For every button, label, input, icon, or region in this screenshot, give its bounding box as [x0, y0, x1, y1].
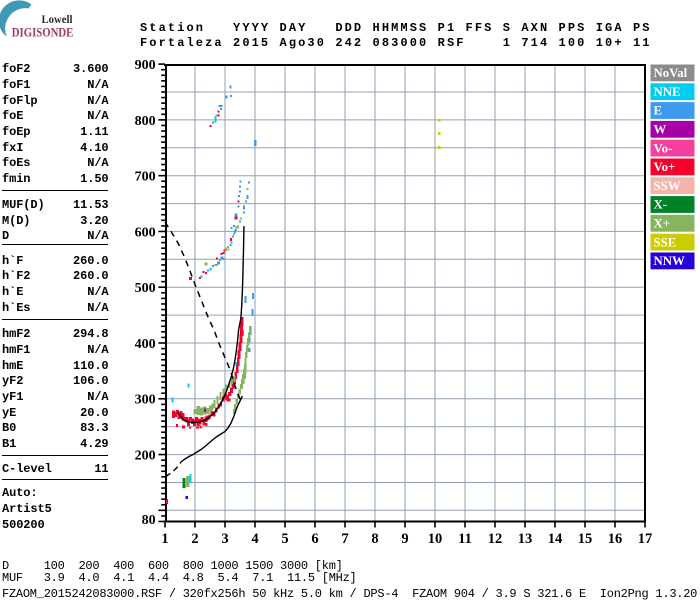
svg-text:9: 9 [401, 531, 408, 547]
svg-text:600: 600 [135, 225, 156, 240]
svg-text:700: 700 [135, 170, 156, 185]
svg-text:500: 500 [135, 281, 156, 296]
svg-text:13: 13 [518, 531, 533, 547]
svg-text:3: 3 [221, 531, 228, 547]
svg-text:900: 900 [135, 58, 156, 73]
svg-text:10: 10 [428, 531, 443, 547]
svg-text:NNW: NNW [654, 254, 685, 268]
svg-text:80: 80 [142, 513, 156, 528]
svg-text:5: 5 [281, 531, 288, 547]
svg-text:2: 2 [191, 531, 198, 547]
svg-text:NNE: NNE [654, 85, 681, 99]
svg-text:Vo-: Vo- [654, 141, 673, 155]
svg-text:11: 11 [458, 531, 472, 547]
svg-text:16: 16 [608, 531, 623, 547]
svg-text:17: 17 [638, 531, 653, 547]
svg-text:300: 300 [135, 393, 156, 408]
svg-text:Lowell: Lowell [42, 14, 73, 26]
svg-text:6: 6 [311, 531, 318, 547]
svg-text:X+: X+ [654, 217, 671, 231]
svg-text:12: 12 [488, 531, 503, 547]
svg-text:400: 400 [135, 337, 156, 352]
svg-text:SSE: SSE [654, 235, 677, 249]
svg-text:E: E [654, 104, 663, 118]
svg-text:14: 14 [548, 531, 563, 547]
svg-text:NoVal: NoVal [654, 66, 688, 80]
svg-text:W: W [654, 123, 667, 137]
svg-text:SSW: SSW [654, 179, 681, 193]
svg-text:7: 7 [341, 531, 348, 547]
svg-text:200: 200 [135, 449, 156, 464]
svg-text:DIGISONDE: DIGISONDE [12, 25, 74, 39]
svg-text:800: 800 [135, 114, 156, 129]
svg-text:1: 1 [161, 531, 168, 547]
svg-text:Vo+: Vo+ [654, 160, 676, 174]
svg-text:4: 4 [251, 531, 258, 547]
svg-text:8: 8 [371, 531, 378, 547]
svg-text:X-: X- [654, 198, 668, 212]
svg-text:15: 15 [578, 531, 593, 547]
